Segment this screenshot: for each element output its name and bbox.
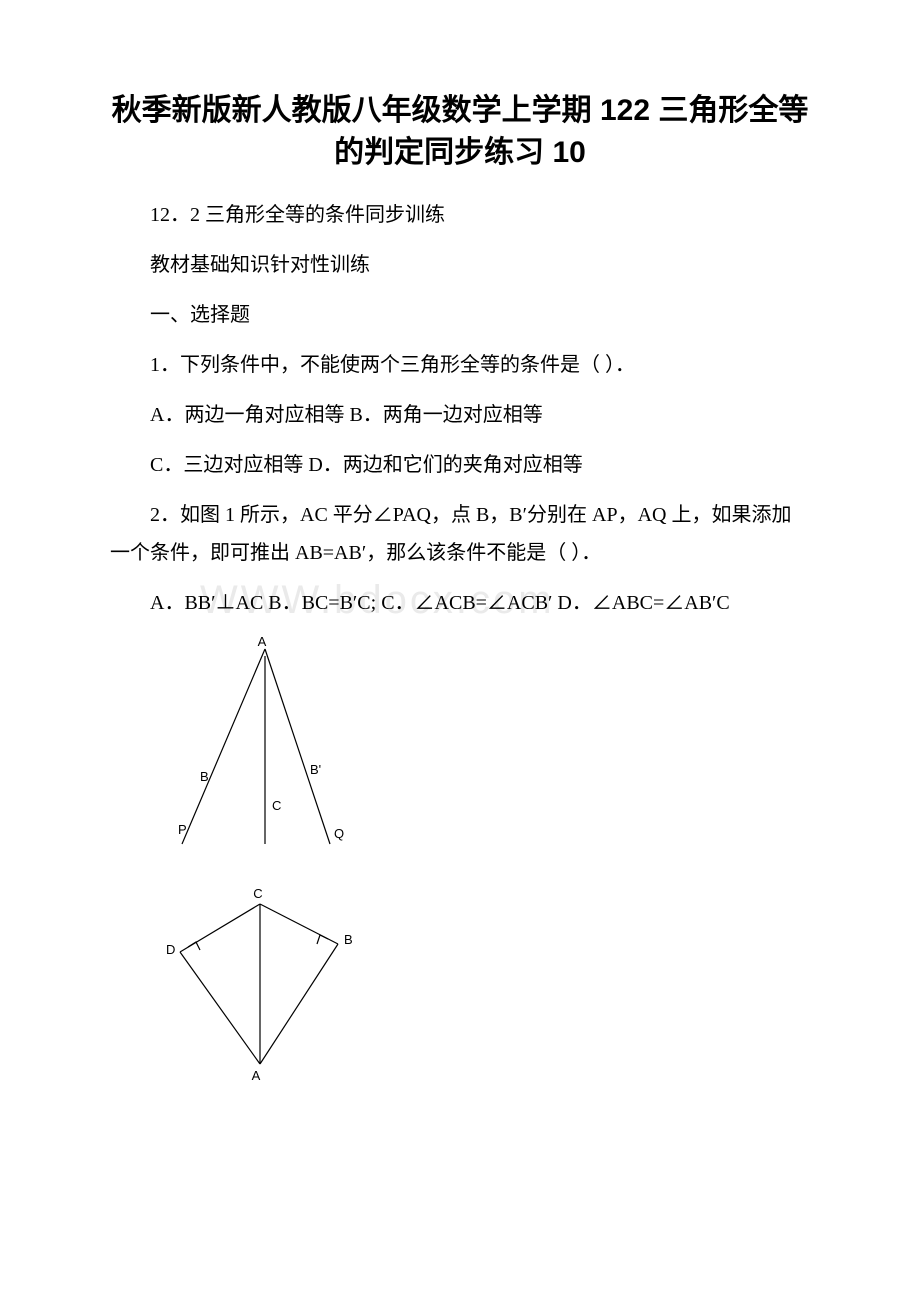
fig1-label-B: B (200, 769, 209, 784)
fig2-label-A: A (252, 1068, 261, 1083)
fig2-label-D: D (166, 942, 175, 957)
fig2-label-B: B (344, 932, 353, 947)
q1-stem: 1．下列条件中，不能使两个三角形全等的条件是（ ）． (110, 346, 810, 384)
fig1-label-P: P (178, 822, 187, 837)
material-heading: 教材基础知识针对性训练 (110, 246, 810, 284)
fig2-label-C: C (253, 886, 262, 901)
fig1-label-A: A (258, 634, 267, 649)
fig1-label-C: C (272, 798, 281, 813)
fig1-label-Q: Q (334, 826, 344, 841)
document-title: 秋季新版新人教版八年级数学上学期 122 三角形全等的判定同步练习 10 (110, 90, 810, 174)
q1-options-line2: C．三边对应相等 D．两边和它们的夹角对应相等 (110, 446, 810, 484)
section-number: 12．2 三角形全等的条件同步训练 (110, 196, 810, 234)
part1-heading: 一、选择题 (110, 296, 810, 334)
q2-stem: 2．如图 1 所示，AC 平分∠PAQ，点 B，B′分别在 AP，AQ 上，如果… (110, 496, 810, 572)
q1-options-line1: A．两边一角对应相等 B．两角一边对应相等 (110, 396, 810, 434)
figure-2: C D B A (150, 884, 810, 1084)
q2-options-line1: A．BB′⊥AC B．BC=B′C; C．∠ACB=∠ACB′ D．∠ABC=∠… (110, 584, 810, 622)
fig1-label-Bprime: B' (310, 762, 321, 777)
figure-1: A B B' C P Q (150, 634, 810, 854)
